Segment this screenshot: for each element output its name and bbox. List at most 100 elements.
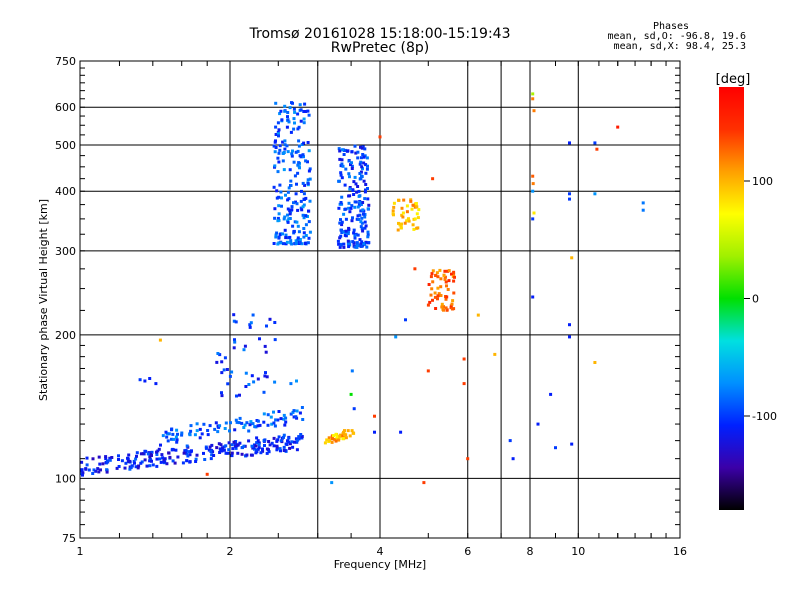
data-point xyxy=(294,239,298,243)
data-point xyxy=(283,109,287,113)
data-point xyxy=(431,280,435,284)
data-point xyxy=(344,167,348,171)
data-point xyxy=(359,203,363,206)
data-point xyxy=(431,177,435,181)
data-point xyxy=(353,205,357,209)
data-point xyxy=(284,236,288,240)
data-point xyxy=(255,436,259,440)
data-point xyxy=(286,115,289,119)
data-point xyxy=(291,445,295,449)
data-point xyxy=(349,163,352,167)
data-point xyxy=(220,391,223,395)
data-point xyxy=(616,125,620,129)
data-point xyxy=(359,145,362,149)
data-point xyxy=(493,352,497,356)
data-point xyxy=(188,433,192,437)
data-point xyxy=(366,187,369,190)
data-point xyxy=(401,211,405,215)
data-point xyxy=(292,117,296,121)
data-point xyxy=(230,443,234,447)
data-point xyxy=(224,421,228,425)
data-point xyxy=(272,144,276,148)
data-point xyxy=(295,182,298,186)
data-point xyxy=(304,223,308,227)
data-point xyxy=(277,235,281,239)
data-point xyxy=(333,437,337,441)
data-point xyxy=(287,186,291,190)
data-point xyxy=(252,446,256,450)
data-point xyxy=(268,443,272,447)
data-point xyxy=(367,241,371,245)
data-point xyxy=(300,242,304,246)
data-point xyxy=(400,206,404,210)
data-point xyxy=(291,224,295,228)
data-point xyxy=(198,436,202,440)
data-point xyxy=(531,92,535,96)
data-point xyxy=(342,245,346,249)
data-point xyxy=(435,271,439,275)
data-point xyxy=(404,318,407,322)
data-point xyxy=(290,208,294,212)
data-point xyxy=(218,447,222,451)
data-point xyxy=(283,143,287,147)
y-tick-label: 500 xyxy=(55,139,76,152)
data-point xyxy=(355,245,359,249)
data-point xyxy=(216,352,220,355)
data-point xyxy=(297,435,301,439)
data-point xyxy=(337,179,341,183)
data-point xyxy=(568,323,571,327)
data-point xyxy=(218,424,222,428)
data-point xyxy=(247,429,251,433)
data-point xyxy=(209,450,213,453)
data-point xyxy=(276,418,280,422)
data-point xyxy=(415,212,419,216)
data-point xyxy=(343,233,347,237)
data-point xyxy=(339,218,342,222)
data-point xyxy=(342,242,346,246)
data-point xyxy=(198,427,202,431)
data-point xyxy=(302,216,306,220)
data-point xyxy=(267,450,271,454)
data-point xyxy=(290,242,294,246)
data-point xyxy=(347,227,351,231)
data-point xyxy=(278,183,282,187)
data-point xyxy=(330,440,334,444)
data-point xyxy=(462,382,466,386)
stats-o-mode: mean, sd,O: -96.8, 19.6 xyxy=(607,31,746,42)
data-point xyxy=(340,195,344,199)
data-point xyxy=(250,374,254,378)
data-point xyxy=(427,283,431,286)
data-point xyxy=(358,200,362,204)
data-point xyxy=(174,448,178,452)
data-point xyxy=(288,235,292,239)
data-point xyxy=(411,223,415,227)
data-point xyxy=(284,193,287,197)
data-point xyxy=(356,214,360,218)
data-point xyxy=(641,208,645,212)
data-point xyxy=(189,424,193,428)
data-point xyxy=(297,144,301,148)
data-point xyxy=(232,346,236,350)
data-point xyxy=(554,446,557,450)
data-point xyxy=(154,382,158,386)
data-point xyxy=(359,225,363,229)
data-point xyxy=(342,212,346,216)
data-point xyxy=(280,196,283,200)
data-point xyxy=(253,447,256,451)
data-point xyxy=(273,150,277,154)
data-point xyxy=(531,182,535,186)
data-point xyxy=(108,456,112,460)
data-point xyxy=(436,297,439,301)
data-point xyxy=(276,121,280,125)
data-point xyxy=(238,416,242,420)
data-point xyxy=(171,459,175,463)
data-point xyxy=(218,353,222,357)
data-point xyxy=(272,185,276,189)
data-point xyxy=(275,189,279,193)
data-point xyxy=(282,435,285,439)
data-point xyxy=(272,421,276,425)
data-point xyxy=(285,240,289,244)
data-point xyxy=(295,409,299,413)
data-point xyxy=(195,429,199,433)
data-point xyxy=(291,101,294,105)
